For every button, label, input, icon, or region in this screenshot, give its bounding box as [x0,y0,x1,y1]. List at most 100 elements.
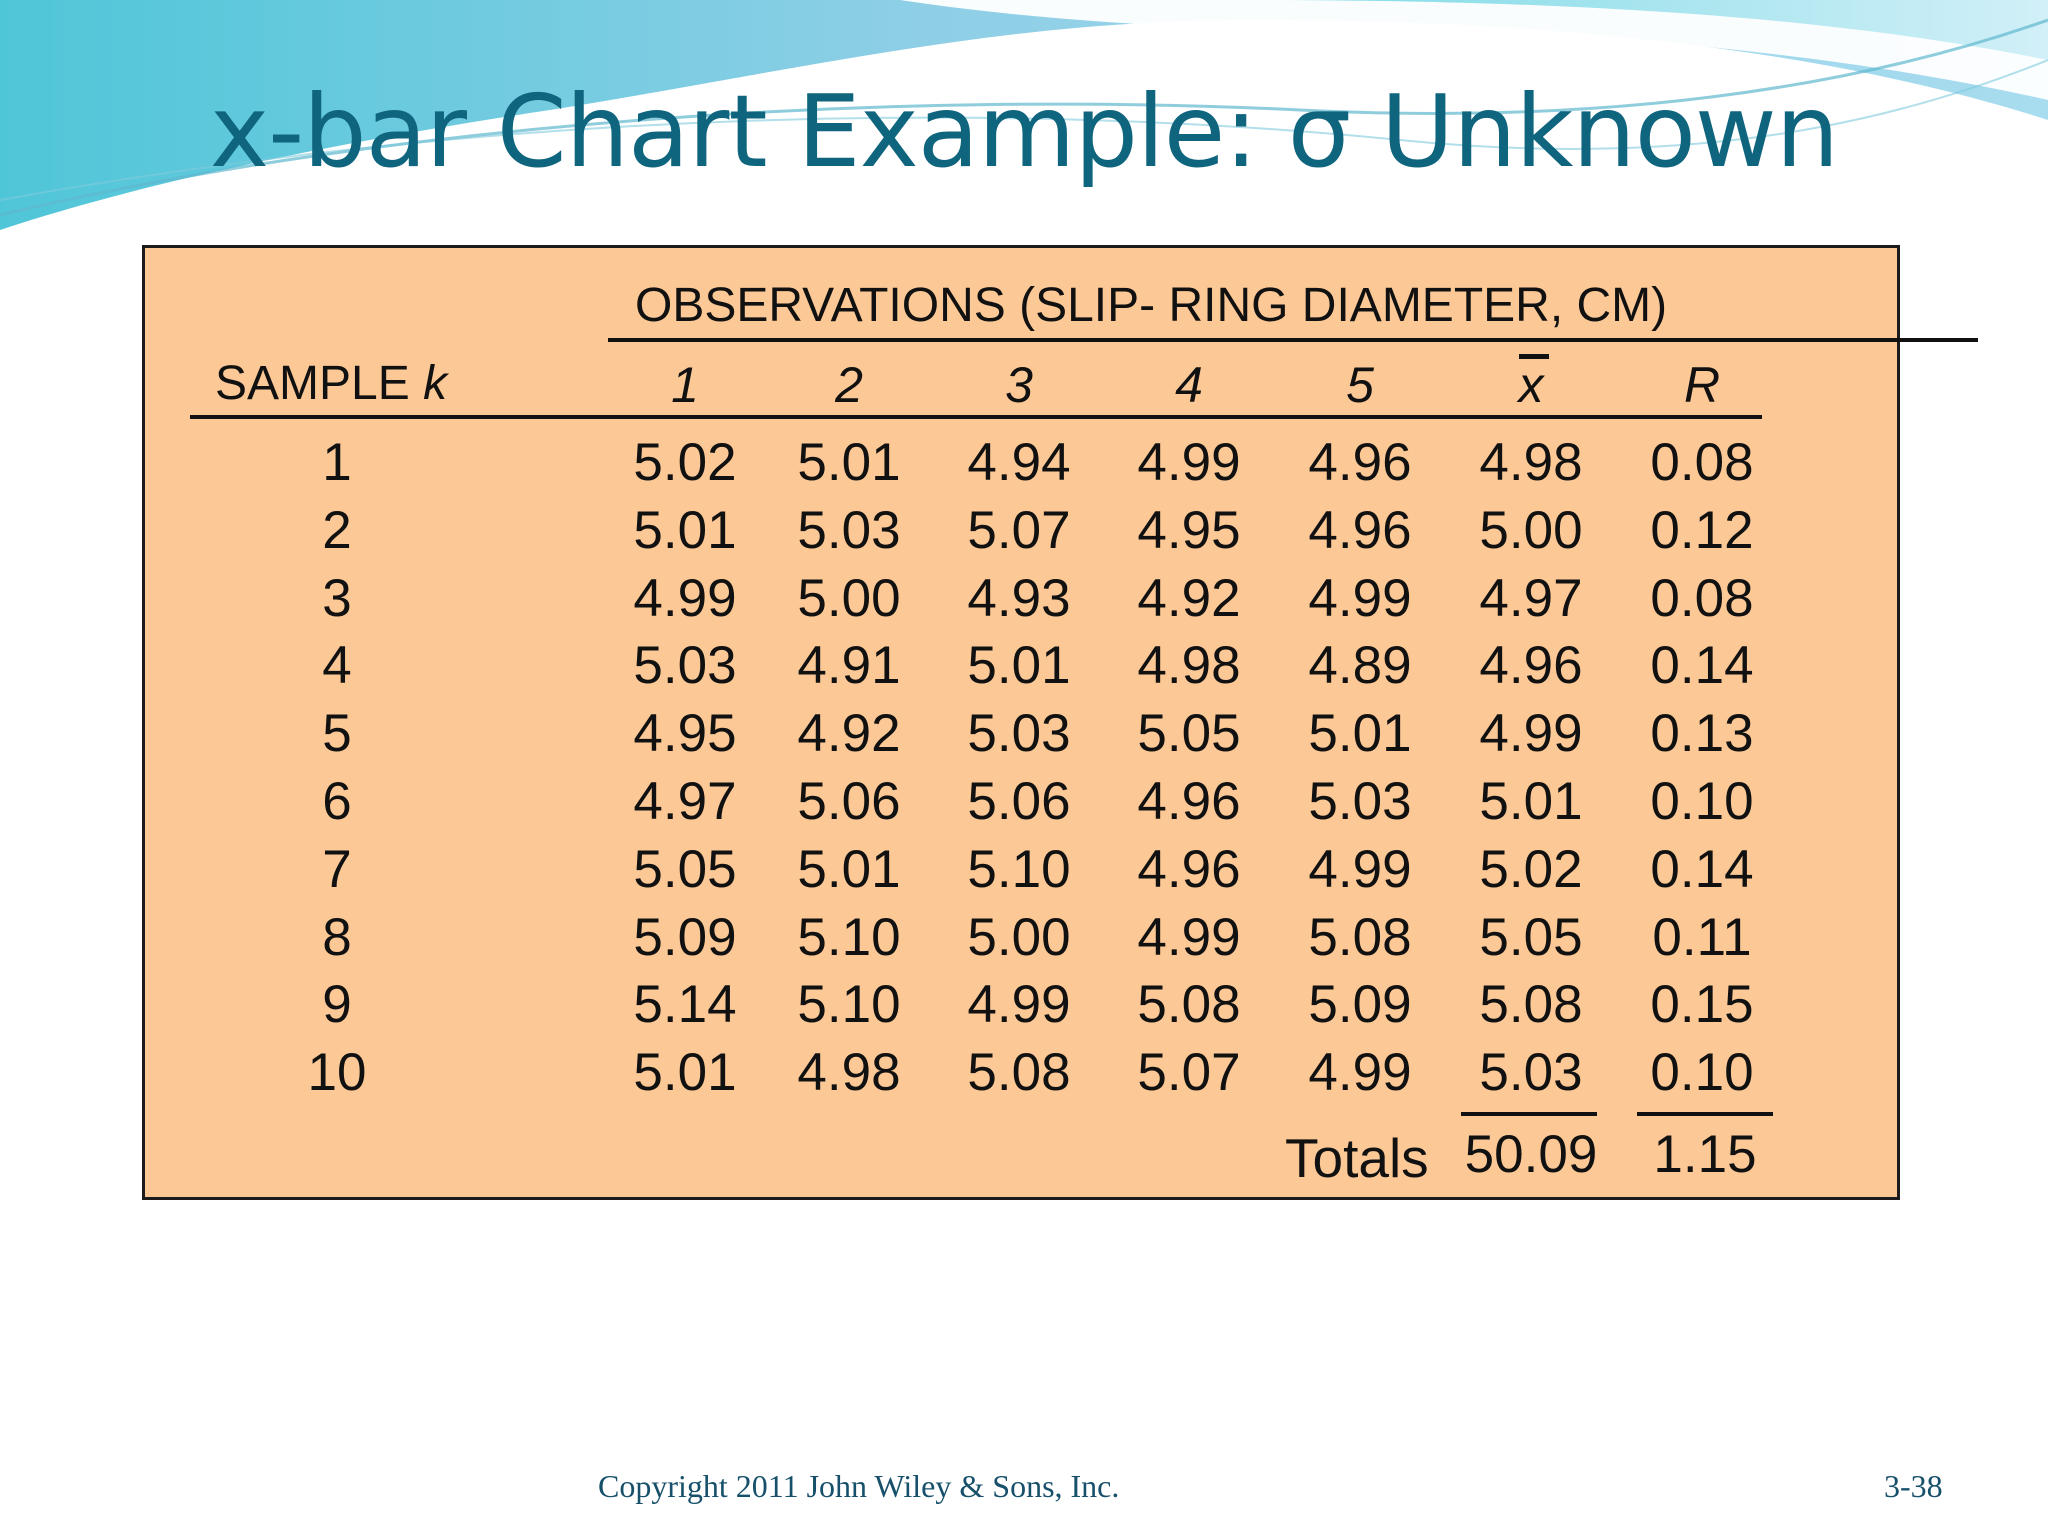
observation-cell: 4.99 [1308,839,1412,899]
header-rule [190,415,1762,419]
observation-cell: 4.99 [1137,907,1241,967]
xbar-total-rule [1461,1112,1597,1116]
sample-number-cell: 1 [322,433,352,492]
observation-cell: 5.03 [967,704,1071,764]
totals-xbar-value: 50.09 [1464,1125,1598,1184]
observation-cell: 5.08 [967,1043,1071,1103]
column-header-range: R [1683,357,1721,413]
column-header-obs-4: 4 [1175,357,1203,413]
xbar-cell: 5.03 [1479,1043,1583,1103]
observation-cell: 5.08 [1308,907,1412,967]
sample-number-cell: 2 [322,500,352,560]
observation-cell: 4.94 [967,433,1071,492]
observation-cell: 4.91 [797,636,901,696]
range-cell: 0.14 [1650,839,1754,899]
xbar-cell: 5.00 [1479,500,1583,560]
observation-cell: 4.99 [1308,568,1412,628]
sample-number-cell: 5 [322,704,352,764]
range-cell: 0.14 [1650,636,1754,696]
observation-cell: 5.05 [1137,704,1241,764]
observation-cell: 5.03 [797,500,901,560]
header-wave-decoration [0,0,2048,230]
observation-cell: 4.98 [1137,636,1241,696]
observation-cell: 4.96 [1308,433,1412,492]
observation-cell: 4.96 [1137,772,1241,831]
observation-cell: 5.06 [797,772,901,831]
xbar-cell: 4.99 [1479,704,1583,764]
column-header-xbar: x [1518,357,1544,413]
xbar-cell: 4.96 [1479,636,1583,696]
observation-cell: 4.95 [1137,500,1241,560]
totals-r-value: 1.15 [1653,1125,1757,1184]
xbar-cell: 5.05 [1479,907,1583,967]
xbar-overline-mark [1519,354,1549,359]
range-cell: 0.12 [1650,500,1754,560]
observation-cell: 4.99 [967,975,1071,1035]
slide-title: x-bar Chart Example: σ Unknown [209,73,1839,190]
observation-cell: 5.06 [967,772,1071,831]
sample-number-cell: 4 [322,636,352,696]
observation-cell: 4.99 [1137,433,1241,492]
observation-cell: 4.99 [1308,1043,1412,1103]
observation-cell: 4.96 [1308,500,1412,560]
observation-cell: 5.03 [1308,772,1412,831]
observation-cell: 5.10 [967,839,1071,899]
observation-cell: 5.10 [797,975,901,1035]
range-cell: 0.10 [1650,772,1754,831]
observation-cell: 4.92 [797,704,901,764]
sample-number-cell: 10 [307,1043,367,1103]
observation-cell: 4.96 [1137,839,1241,899]
column-header-obs-3: 3 [1005,357,1033,413]
column-header-obs-2: 2 [835,357,863,413]
range-cell: 0.15 [1650,975,1754,1035]
range-cell: 0.11 [1652,907,1752,967]
range-cell: 0.08 [1650,568,1754,628]
copyright-footer: Copyright 2011 John Wiley & Sons, Inc. [598,1468,1120,1504]
observation-cell: 5.01 [633,1043,737,1103]
observation-cell: 5.07 [967,500,1071,560]
observation-cell: 5.08 [1137,975,1241,1035]
observations-heading: OBSERVATIONS (SLIP- RING DIAMETER, CM) [635,279,1668,332]
range-cell: 0.13 [1650,704,1754,764]
range-cell: 0.10 [1650,1043,1754,1103]
observation-cell: 4.98 [797,1043,901,1103]
sample-number-cell: 8 [322,907,352,967]
sample-number-cell: 9 [322,975,352,1035]
observation-cell: 5.07 [1137,1043,1241,1103]
sample-number-cell: 6 [322,772,352,831]
observation-cell: 5.05 [633,839,737,899]
observation-cell: 5.09 [1308,975,1412,1035]
observations-heading-rule [608,338,1978,342]
range-cell: 0.08 [1650,433,1754,492]
observation-cell: 4.93 [967,568,1071,628]
observation-cell: 4.89 [1308,636,1412,696]
xbar-cell: 5.02 [1479,839,1583,899]
observation-cell: 5.10 [797,907,901,967]
sample-number-cell: 7 [322,839,352,899]
xbar-cell: 5.01 [1479,772,1583,831]
observation-cell: 5.03 [633,636,737,696]
page-number: 3-38 [1884,1468,1943,1504]
observation-cell: 5.09 [633,907,737,967]
observation-cell: 5.14 [633,975,737,1035]
observation-cell: 4.92 [1137,568,1241,628]
observation-cell: 5.00 [797,568,901,628]
observation-cell: 4.97 [633,772,737,831]
data-table-panel: OBSERVATIONS (SLIP- RING DIAMETER, CM) S… [142,245,1978,1200]
observation-cell: 5.01 [1308,704,1412,764]
observation-cell: 5.01 [967,636,1071,696]
observation-cell: 4.99 [633,568,737,628]
xbar-cell: 4.97 [1479,568,1583,628]
observation-cell: 5.02 [633,433,737,492]
sample-column-header: SAMPLE k [215,357,448,410]
sample-number-cell: 3 [322,568,352,628]
observation-cell: 5.01 [797,433,901,492]
xbar-cell: 5.08 [1479,975,1583,1035]
observation-cell: 5.01 [633,500,737,560]
observation-cell: 4.95 [633,704,737,764]
column-header-obs-5: 5 [1346,357,1374,413]
observation-cell: 5.00 [967,907,1071,967]
column-header-obs-1: 1 [671,357,699,413]
r-total-rule [1637,1112,1773,1116]
observation-cell: 5.01 [797,839,901,899]
